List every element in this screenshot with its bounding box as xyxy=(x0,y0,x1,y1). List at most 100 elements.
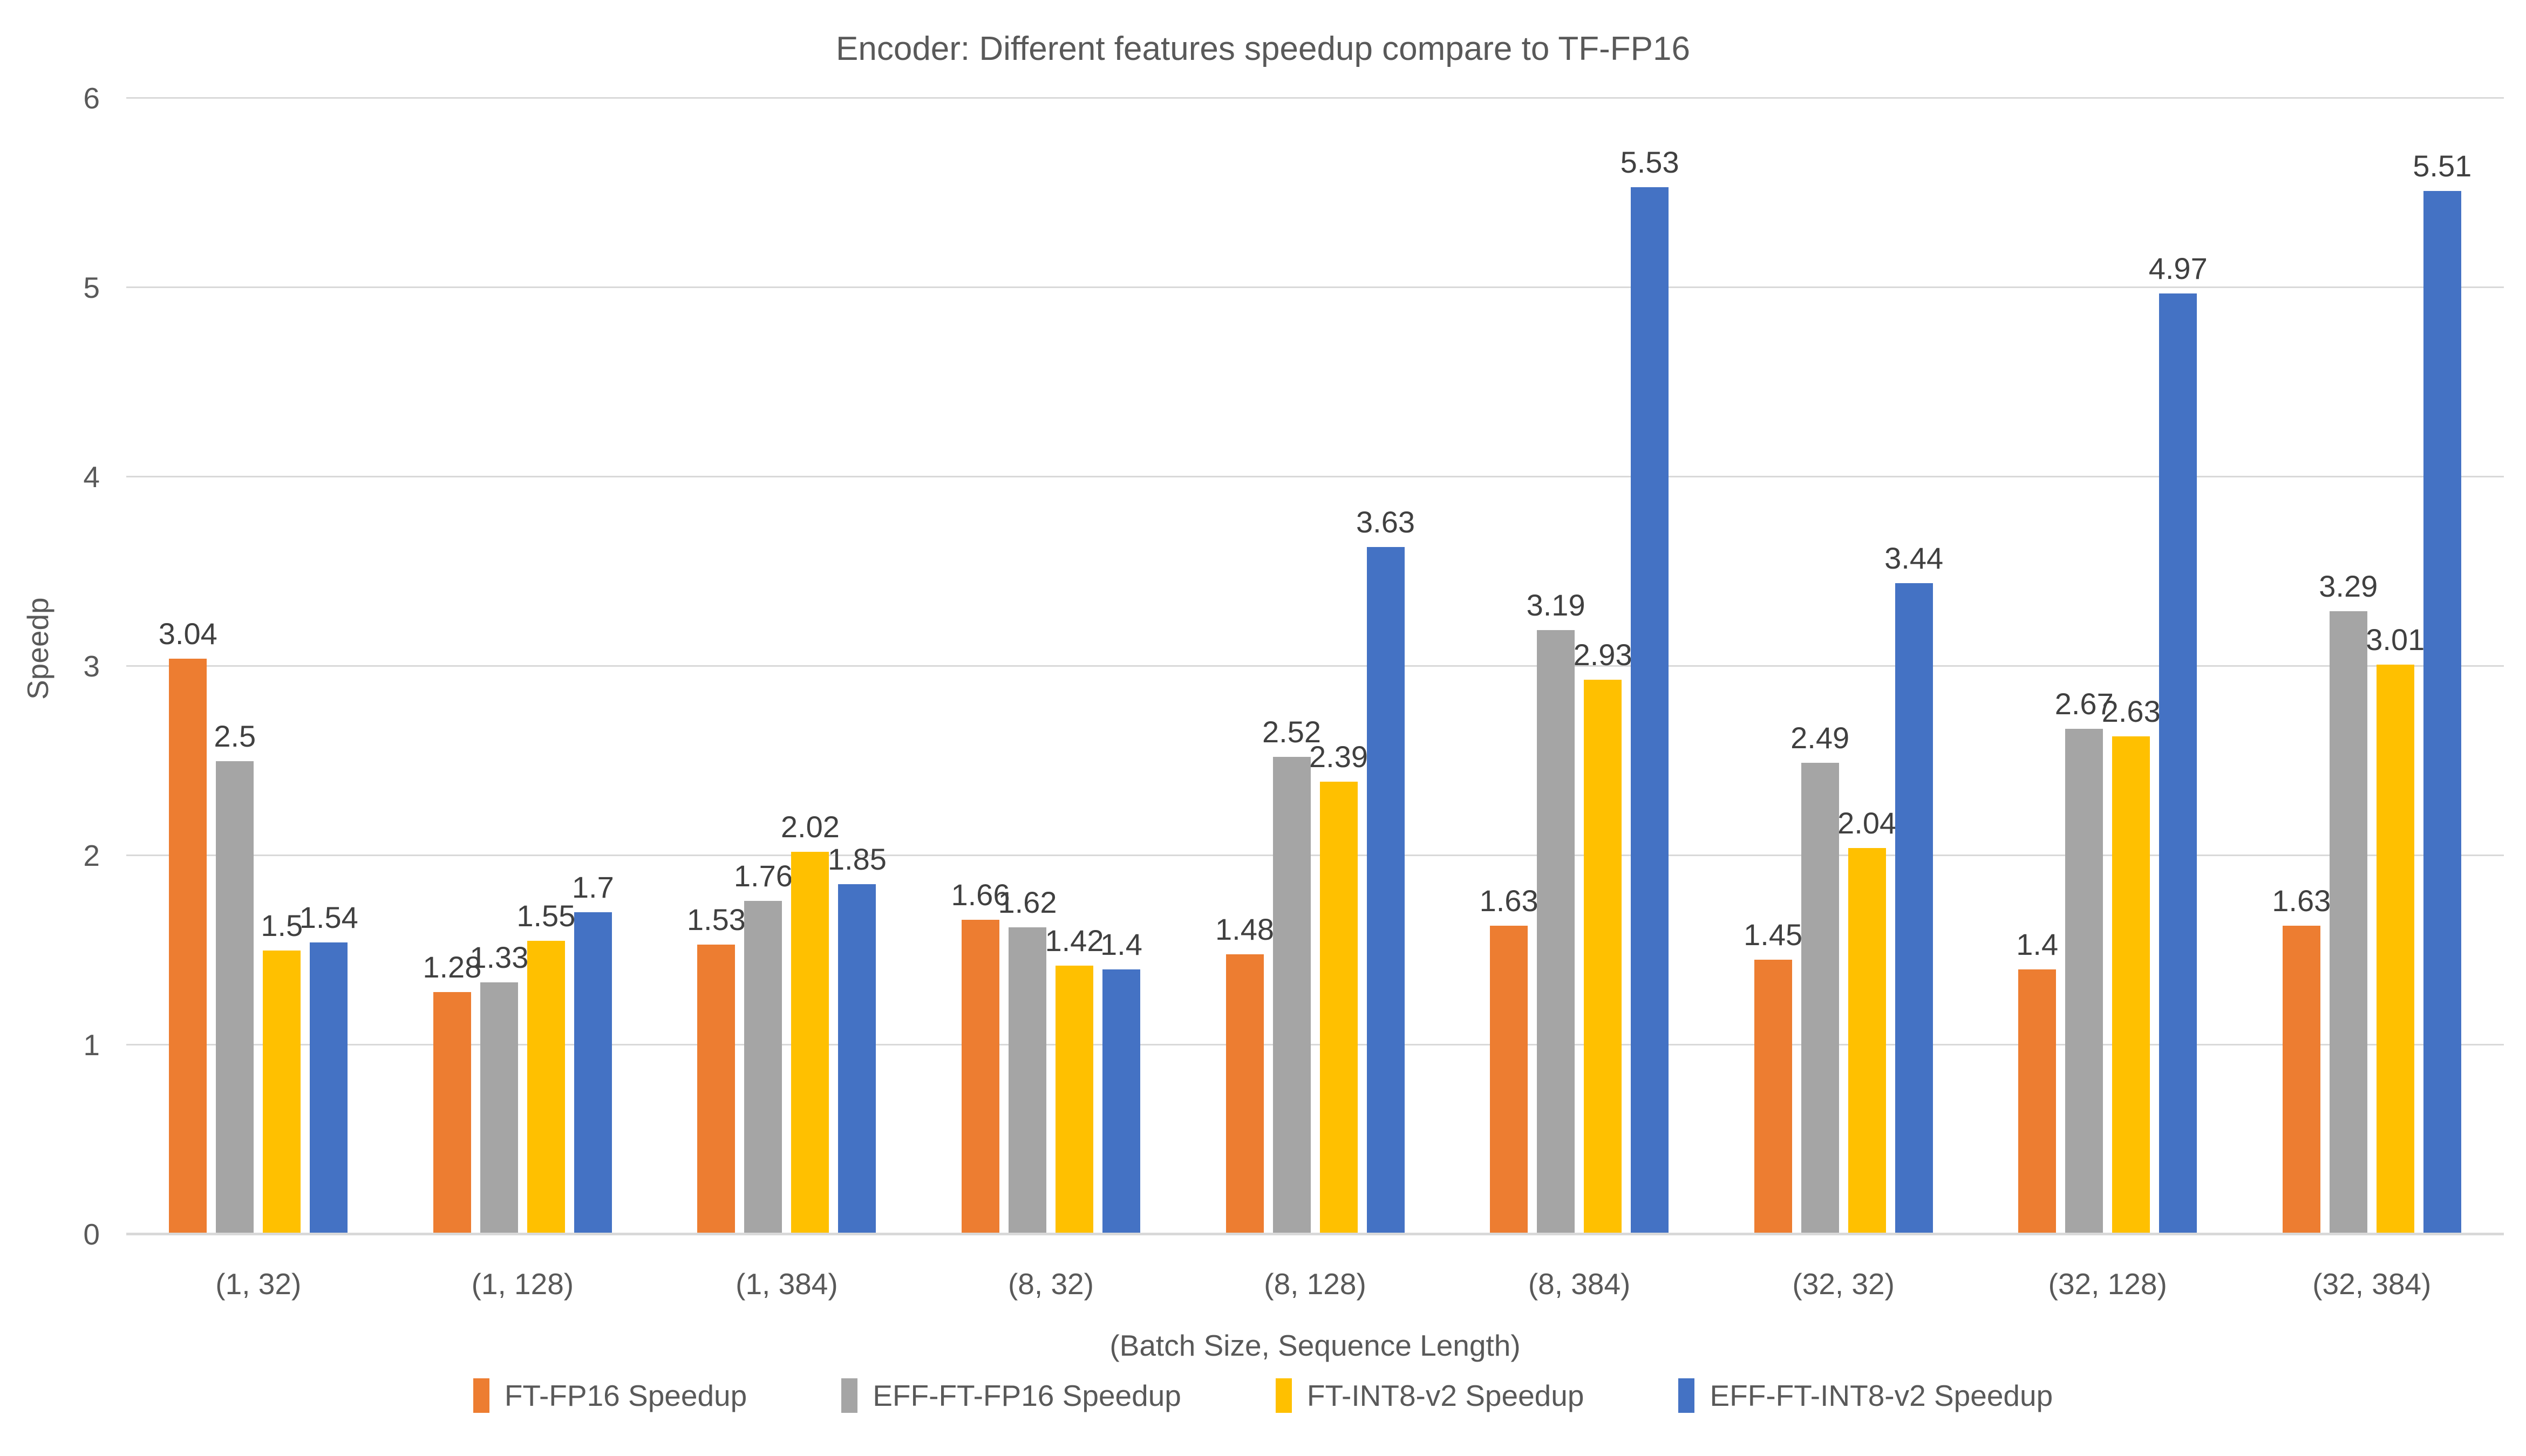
bar: 1.62 xyxy=(998,885,1057,1234)
gridline-2 xyxy=(126,855,2504,857)
x-tick-label: (8, 384) xyxy=(1528,1267,1631,1301)
bar: 2.63 xyxy=(2102,694,2161,1234)
y-tick-label-2: 2 xyxy=(83,839,100,872)
bar: 3.04 xyxy=(159,617,217,1234)
bar: 2.04 xyxy=(1837,806,1896,1234)
bar: 2.49 xyxy=(1790,721,1849,1234)
bar-value-label: 1.45 xyxy=(1744,918,1803,952)
bar-value-label: 2.5 xyxy=(214,719,256,753)
bar-value-label: 3.19 xyxy=(1526,588,1585,623)
bar-value-label: 1.7 xyxy=(571,870,614,905)
y-tick-label-3: 3 xyxy=(83,650,100,683)
bar: 3.44 xyxy=(1884,541,1943,1234)
bar-group-(32, 128): 1.4 2.67 2.63 4.97 xyxy=(1976,98,2240,1234)
bar-group-(8, 384): 1.63 3.19 2.93 5.53 xyxy=(1447,98,1712,1234)
bar-group-(1, 32): 3.04 2.5 1.5 1.54 xyxy=(126,98,391,1234)
bar: 5.51 xyxy=(2413,149,2471,1234)
x-axis-tick-labels: (1, 32) (1, 128) (1, 384) (8, 32) (8, 128) (8… xyxy=(126,1267,2504,1301)
x-tick-label: (8, 128) xyxy=(1264,1267,1366,1301)
bar-value-label: 2.93 xyxy=(1573,637,1632,672)
bar-value-label: 1.42 xyxy=(1045,923,1104,958)
y-tick-label-0: 0 xyxy=(83,1218,100,1251)
bar-value-label: 1.63 xyxy=(1479,883,1538,918)
x-tick-label: (1, 128) xyxy=(471,1267,574,1301)
bar: 2.39 xyxy=(1309,740,1368,1234)
x-tick-label: (1, 32) xyxy=(215,1267,302,1301)
bar: 1.54 xyxy=(299,900,358,1234)
legend-marker-icon xyxy=(841,1378,858,1413)
bar-value-label: 1.48 xyxy=(1215,912,1275,946)
bar-value-label: 1.76 xyxy=(733,859,793,893)
bar: 1.63 xyxy=(2272,884,2331,1234)
y-tick-label-5: 5 xyxy=(83,271,100,304)
x-tick-label: (32, 32) xyxy=(1792,1267,1895,1301)
bar: 1.28 xyxy=(423,950,481,1234)
chart-title: Encoder: Different features speedup comp… xyxy=(836,30,1690,67)
legend-item: FT-FP16 Speedup xyxy=(473,1378,747,1413)
bar: 5.53 xyxy=(1621,145,1679,1234)
legend-marker-icon xyxy=(1678,1378,1695,1413)
bar-value-label: 4.97 xyxy=(2148,251,2208,285)
bar-value-label: 3.44 xyxy=(1884,541,1944,575)
gridline-5 xyxy=(126,286,2504,288)
bar-value-label: 1.53 xyxy=(686,902,746,937)
bar: 1.4 xyxy=(2016,927,2058,1234)
bar: 1.4 xyxy=(1100,927,1142,1234)
bar-groups: 3.04 2.5 1.5 1.54 1.28 1.33 1.55 1.7 1.53 1.76 2.0… xyxy=(126,98,2504,1234)
bar: 1.42 xyxy=(1045,924,1104,1234)
legend-item: EFF-FT-INT8-v2 Speedup xyxy=(1678,1378,2053,1413)
bar: 1.5 xyxy=(261,908,303,1234)
bar-value-label: 3.01 xyxy=(2366,622,2425,657)
y-axis-tick-labels: 0 1 2 3 4 5 6 xyxy=(0,81,100,1251)
gridline-6 xyxy=(126,97,2504,99)
bar-value-label: 2.49 xyxy=(1790,721,1850,755)
y-tick-label-6: 6 xyxy=(83,81,100,115)
legend-item: EFF-FT-FP16 Speedup xyxy=(841,1378,1181,1413)
legend-label: FT-INT8-v2 Speedup xyxy=(1306,1379,1584,1412)
legend-item: FT-INT8-v2 Speedup xyxy=(1275,1378,1584,1413)
bar: 1.53 xyxy=(687,903,746,1234)
bar: 1.7 xyxy=(572,870,614,1234)
legend-marker-icon xyxy=(473,1378,489,1413)
legend-label: EFF-FT-FP16 Speedup xyxy=(873,1379,1181,1412)
bar-value-label: 2.52 xyxy=(1262,715,1322,749)
bar: 2.93 xyxy=(1574,638,1632,1234)
legend: FT-FP16 Speedup EFF-FT-FP16 Speedup FT-INT… xyxy=(0,1378,2526,1413)
bar: 3.63 xyxy=(1356,505,1415,1234)
x-axis-line xyxy=(126,1233,2504,1235)
bar-value-label: 1.4 xyxy=(1100,927,1142,961)
legend-marker-icon xyxy=(1275,1378,1292,1413)
bar-value-label: 2.39 xyxy=(1309,740,1368,774)
x-tick-label: (1, 384) xyxy=(736,1267,838,1301)
bar-group-(32, 384): 1.63 3.29 3.01 5.51 xyxy=(2240,98,2504,1234)
bar: 1.76 xyxy=(734,859,793,1234)
bar-value-label: 1.33 xyxy=(469,940,529,975)
bar-group-(8, 128): 1.48 2.52 2.39 3.63 xyxy=(1183,98,1447,1234)
x-tick-label: (32, 128) xyxy=(2048,1267,2167,1301)
bar-value-label: 1.85 xyxy=(827,842,887,876)
gridline-1 xyxy=(126,1044,2504,1046)
bar-value-label: 2.67 xyxy=(2054,686,2114,721)
bar: 2.67 xyxy=(2055,687,2114,1234)
bar: 3.19 xyxy=(1527,588,1585,1234)
x-tick-label: (8, 32) xyxy=(1007,1267,1094,1301)
bar: 3.01 xyxy=(2366,623,2425,1234)
bar: 1.55 xyxy=(516,899,575,1234)
bar-value-label: 3.63 xyxy=(1356,504,1415,539)
bar-value-label: 2.63 xyxy=(2101,694,2161,728)
bar: 1.66 xyxy=(951,878,1010,1234)
bar: 1.63 xyxy=(1480,884,1538,1234)
legend-label: EFF-FT-INT8-v2 Speedup xyxy=(1710,1379,2053,1412)
bar-value-label: 5.51 xyxy=(2413,149,2472,183)
bar: 1.45 xyxy=(1744,918,1802,1234)
x-tick-label: (32, 384) xyxy=(2312,1267,2432,1301)
bar-value-label: 1.55 xyxy=(516,898,576,933)
bar-value-label: 3.04 xyxy=(158,616,217,651)
bar-value-label: 1.5 xyxy=(261,908,303,942)
bar: 1.33 xyxy=(469,940,528,1234)
bar-value-label: 1.63 xyxy=(2272,883,2331,918)
bar: 2.52 xyxy=(1262,715,1321,1234)
bar-value-label: 1.4 xyxy=(2016,927,2059,961)
bar-group-(8, 32): 1.66 1.62 1.42 1.4 xyxy=(919,98,1183,1234)
bar: 1.48 xyxy=(1215,912,1274,1234)
